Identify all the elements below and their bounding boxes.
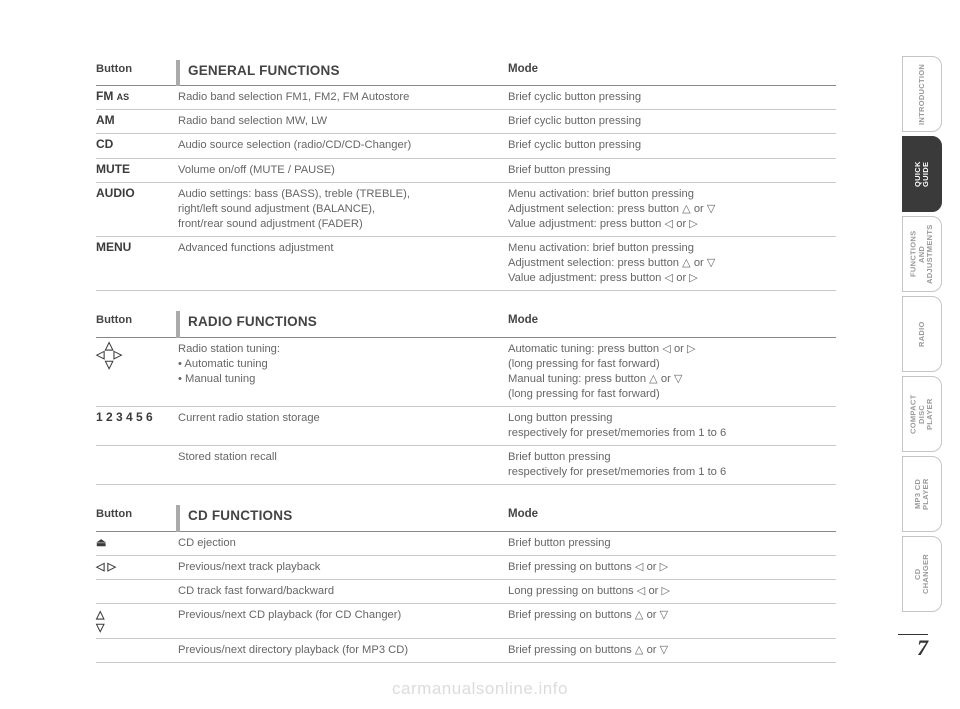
mode-desc: Brief cyclic button pressing [508, 134, 836, 158]
side-tab[interactable]: INTRODUCTION [902, 56, 942, 132]
table-general: Button GENERAL FUNCTIONS Mode FM AS Radi… [96, 60, 836, 291]
function-desc: Current radio station storage [178, 406, 508, 445]
side-tab[interactable]: MP3 CDPLAYER [902, 456, 942, 532]
button-label [96, 579, 178, 603]
mode-desc: Automatic tuning: press button ◁ or ▷(lo… [508, 337, 836, 406]
function-desc: Volume on/off (MUTE / PAUSE) [178, 158, 508, 182]
side-tab[interactable]: COMPACTDISC PLAYER [902, 376, 942, 452]
side-tab[interactable]: QUICKGUIDE [902, 136, 942, 212]
side-tab[interactable]: CDCHANGER [902, 536, 942, 612]
button-label [96, 446, 178, 485]
function-desc: Stored station recall [178, 446, 508, 485]
table-cd: Button CD FUNCTIONS Mode ⏏ CD ejection B… [96, 505, 836, 663]
button-label: △▽ [96, 603, 178, 638]
mode-desc: Menu activation: brief button pressingAd… [508, 182, 836, 236]
mode-desc: Brief pressing on buttons ◁ or ▷ [508, 555, 836, 579]
mode-desc: Brief button pressing [508, 531, 836, 555]
function-desc: Radio band selection MW, LW [178, 110, 508, 134]
page-content: Button GENERAL FUNCTIONS Mode FM AS Radi… [96, 60, 836, 683]
side-tab[interactable]: FUNCTIONS ANDADJUSTMENTS [902, 216, 942, 292]
function-desc: Previous/next directory playback (for MP… [178, 638, 508, 662]
mode-desc: Brief button pressingrespectively for pr… [508, 446, 836, 485]
function-desc: Radio band selection FM1, FM2, FM Autost… [178, 86, 508, 110]
side-tabs: INTRODUCTIONQUICKGUIDEFUNCTIONS ANDADJUS… [902, 56, 942, 616]
mode-desc: Menu activation: brief button pressingAd… [508, 236, 836, 290]
button-label: MUTE [96, 158, 178, 182]
button-label: 1 2 3 4 5 6 [96, 406, 178, 445]
watermark: carmanualsonline.info [0, 679, 960, 699]
button-label: AUDIO [96, 182, 178, 236]
function-desc: Previous/next CD playback (for CD Change… [178, 603, 508, 638]
button-label: △◁ ▷▽ [96, 337, 178, 406]
button-label: AM [96, 110, 178, 134]
function-desc: Radio station tuning:• Automatic tuning•… [178, 337, 508, 406]
mode-desc: Brief cyclic button pressing [508, 110, 836, 134]
function-desc: Previous/next track playback [178, 555, 508, 579]
button-label: ◁ ▷ [96, 555, 178, 579]
button-label: ⏏ [96, 531, 178, 555]
button-label [96, 638, 178, 662]
mode-desc: Long button pressingrespectively for pre… [508, 406, 836, 445]
function-desc: CD ejection [178, 531, 508, 555]
function-desc: Audio source selection (radio/CD/CD-Chan… [178, 134, 508, 158]
mode-desc: Brief pressing on buttons △ or ▽ [508, 638, 836, 662]
mode-desc: Brief cyclic button pressing [508, 86, 836, 110]
side-tab[interactable]: RADIO [902, 296, 942, 372]
mode-desc: Brief pressing on buttons △ or ▽ [508, 603, 836, 638]
function-desc: Audio settings: bass (BASS), treble (TRE… [178, 182, 508, 236]
table-radio: Button RADIO FUNCTIONS Mode △◁ ▷▽ Radio … [96, 311, 836, 485]
function-desc: CD track fast forward/backward [178, 579, 508, 603]
function-desc: Advanced functions adjustment [178, 236, 508, 290]
button-label: MENU [96, 236, 178, 290]
mode-desc: Brief button pressing [508, 158, 836, 182]
mode-desc: Long pressing on buttons ◁ or ▷ [508, 579, 836, 603]
page-number: 7 [898, 634, 928, 661]
button-label: CD [96, 134, 178, 158]
button-label: FM AS [96, 86, 178, 110]
